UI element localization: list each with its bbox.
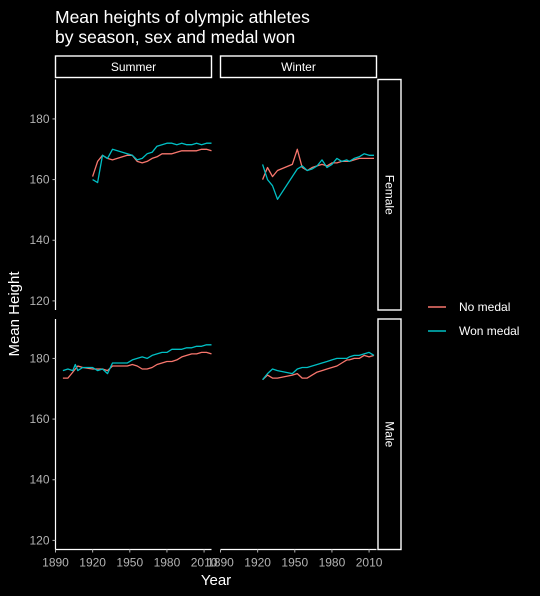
y-tick-label: 160: [29, 173, 49, 187]
x-axis-winter: 1890 1920 1950 1980 2010: [207, 548, 383, 570]
strip-label: Summer: [111, 60, 156, 74]
y-axis-female: 120 140 160 180: [29, 79, 57, 310]
chart-title-line-2: by season, sex and medal won: [55, 27, 295, 47]
x-axis-title: Year: [201, 572, 231, 589]
x-tick-label: 1890: [207, 556, 234, 570]
strip-label: Female: [383, 175, 397, 215]
strip-summer: Summer: [54, 55, 213, 79]
chart-title: Mean heights of olympic athletes by seas…: [55, 7, 315, 47]
legend-label: No medal: [459, 300, 510, 314]
series-line-no-medal: [91, 148, 212, 177]
chart-title-line-1: Mean heights of olympic athletes: [55, 7, 310, 27]
x-tick-label: 1950: [281, 556, 308, 570]
y-tick-label: 120: [29, 294, 49, 308]
series-line-won-medal: [62, 344, 212, 375]
x-tick-label: 1920: [244, 556, 271, 570]
series-line-won-medal: [92, 142, 212, 184]
strip-female: Female: [377, 78, 402, 311]
series-line-won-medal: [262, 351, 375, 381]
strip-box: [219, 55, 378, 79]
y-tick-label: 180: [29, 112, 49, 126]
strip-male: Male: [377, 318, 402, 551]
strip-box: [377, 78, 402, 311]
y-tick-label: 140: [29, 473, 49, 487]
x-tick-label: 2010: [191, 556, 218, 570]
strip-label: Male: [383, 421, 397, 447]
series-line-no-medal: [262, 354, 375, 381]
panel-summer-male: [62, 344, 212, 379]
panel-summer-female: [91, 142, 212, 184]
legend-item-won-medal: Won medal: [428, 324, 519, 338]
legend-label: Won medal: [459, 324, 519, 338]
panel-winter-male: [262, 351, 375, 381]
y-tick-label: 180: [29, 351, 49, 365]
x-tick-label: 1980: [319, 556, 346, 570]
strip-box: [377, 318, 402, 551]
x-tick-label: 1950: [116, 556, 143, 570]
x-axis-summer: 1890 1920 1950 1980 2010: [42, 548, 218, 570]
facet-strips: Summer Winter Female Male: [54, 55, 402, 551]
strip-winter: Winter: [219, 55, 378, 79]
x-tick-label: 1890: [42, 556, 69, 570]
y-tick-label: 140: [29, 233, 49, 247]
strip-label: Winter: [281, 60, 316, 74]
y-axis: 120 140 160 180 120 140 160 180: [29, 79, 57, 550]
series-line-no-medal: [62, 351, 212, 379]
legend: No medal Won medal: [428, 300, 519, 338]
x-tick-label: 1920: [79, 556, 106, 570]
panel-winter-female: [261, 148, 374, 200]
y-tick-label: 160: [29, 412, 49, 426]
strip-box: [54, 55, 213, 79]
y-tick-label: 120: [29, 533, 49, 547]
x-tick-label: 2010: [356, 556, 383, 570]
series-line-won-medal: [261, 153, 374, 200]
legend-item-no-medal: No medal: [428, 300, 510, 314]
y-axis-male: 120 140 160 180: [29, 319, 57, 550]
facet-panels: [62, 142, 375, 381]
y-axis-title: Mean Height: [6, 271, 23, 357]
series-line-no-medal: [261, 148, 374, 180]
x-tick-label: 1980: [154, 556, 181, 570]
